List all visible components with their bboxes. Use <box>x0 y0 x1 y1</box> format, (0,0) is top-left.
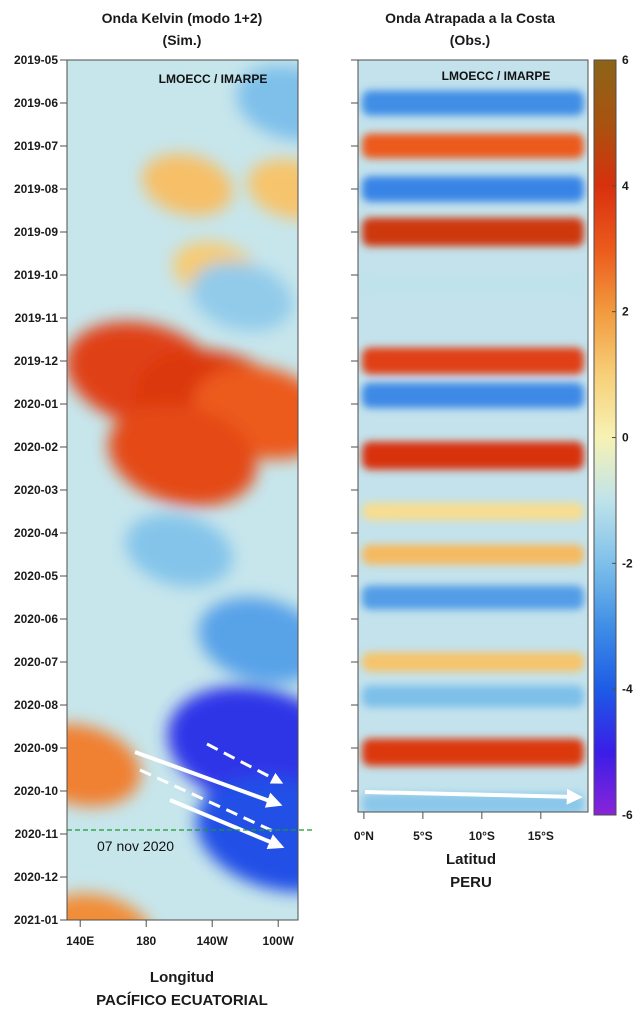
right-x-tick-label: 10°S <box>469 829 495 843</box>
left-heatmap-cell <box>247 159 298 219</box>
left-heatmap-cell <box>198 597 298 684</box>
left-y-tick-label: 2019-11 <box>15 311 59 325</box>
left-y-tick-label: 2020-06 <box>14 612 58 626</box>
right-subtitle: (Obs.) <box>450 32 490 48</box>
right-heatmap-band <box>362 502 584 521</box>
left-y-tick-label: 2020-11 <box>15 827 59 841</box>
colorbar-tick-label: -4 <box>622 682 633 696</box>
left-y-tick-label: 2019-06 <box>14 96 58 110</box>
left-x-tick-label: 100W <box>263 934 295 948</box>
colorbar: 6 4 2 0 -2 -4 -6 <box>593 53 633 822</box>
right-heatmap-band <box>362 90 584 116</box>
right-heatmap-band <box>362 382 584 409</box>
coastal-arrow <box>364 788 583 805</box>
kelvin-arrow-dashed-2 <box>139 768 276 834</box>
left-heatmap-cell <box>196 775 298 893</box>
colorbar-tick-label: 2 <box>622 305 629 319</box>
right-heatmap-band <box>362 176 584 202</box>
right-xlabel: Latitud <box>446 851 496 868</box>
left-y-tick-label: 2020-07 <box>14 655 58 669</box>
right-heatmap-band <box>362 585 584 610</box>
left-y-tick-label: 2019-05 <box>14 53 58 67</box>
right-heatmap-band <box>362 652 584 672</box>
right-heatmap-band <box>362 441 584 470</box>
left-x-tick-label: 140W <box>197 934 229 948</box>
left-title: Onda Kelvin (modo 1+2) <box>102 10 263 26</box>
left-y-tick-label: 2020-02 <box>14 440 58 454</box>
left-y-axis: 2019-05 2019-06 2019-07 2019-08 2019-09 2019-… <box>14 53 67 927</box>
right-x-tick-label: 15°S <box>528 829 554 843</box>
right-heatmap-band <box>362 217 584 247</box>
right-title: Onda Atrapada a la Costa <box>385 10 555 26</box>
right-plot-frame <box>357 59 589 813</box>
kelvin-arrows <box>134 742 285 850</box>
right-heatmap-bands <box>362 90 584 812</box>
date-marker-label: 07 nov 2020 <box>97 838 174 854</box>
left-y-tick-label: 2020-03 <box>14 483 58 497</box>
left-y-tick-label: 2019-12 <box>14 354 58 368</box>
colorbar-tick-label: -2 <box>622 556 633 570</box>
left-heatmap-cell <box>67 723 141 807</box>
right-heatmap-band <box>362 133 584 159</box>
left-heatmap-cell <box>67 893 155 920</box>
right-x-axis: 0°N 5°S 10°S 15°S <box>354 812 554 843</box>
left-y-tick-label: 2019-09 <box>14 225 58 239</box>
left-x-tick-label: 140E <box>66 934 94 948</box>
left-y-tick-label: 2020-01 <box>14 397 58 411</box>
colorbar-tick-label: 0 <box>622 431 629 445</box>
right-panel: Onda Atrapada a la Costa (Obs.) LMOECC /… <box>351 10 589 891</box>
left-xlabel: Longitud <box>150 969 214 986</box>
left-heatmap-cell <box>125 513 233 587</box>
left-y-tick-label: 2019-10 <box>14 268 58 282</box>
left-xsublabel: PACÍFICO ECUATORIAL <box>96 992 268 1009</box>
right-heatmap-band <box>362 793 584 812</box>
left-heatmap-cell <box>190 261 293 332</box>
right-heatmap-band <box>362 347 584 375</box>
left-y-tick-label: 2019-07 <box>14 139 58 153</box>
right-heatmap-band <box>362 738 584 766</box>
kelvin-arrow-solid-2 <box>169 798 285 850</box>
right-heatmap-band <box>362 685 584 708</box>
right-y-axis <box>351 59 358 792</box>
right-x-tick-label: 5°S <box>413 829 432 843</box>
left-y-tick-label: 2020-04 <box>14 526 58 540</box>
colorbar-tick-label: 4 <box>622 179 629 193</box>
left-y-tick-label: 2021-01 <box>14 913 58 927</box>
left-y-tick-label: 2020-12 <box>14 870 58 884</box>
left-heatmap-cell <box>142 153 233 216</box>
right-xsublabel: PERU <box>450 874 492 891</box>
left-x-tick-label: 180 <box>136 934 156 948</box>
colorbar-tick-label: 6 <box>622 53 629 67</box>
left-heatmap-cell <box>236 65 298 141</box>
left-y-tick-label: 2020-05 <box>14 569 58 583</box>
kelvin-arrow-solid-1 <box>134 750 283 808</box>
colorbar-ticks: 6 4 2 0 -2 -4 -6 <box>612 53 633 822</box>
right-x-tick-label: 0°N <box>354 829 374 843</box>
left-panel: Onda Kelvin (modo 1+2) (Sim.) LMOECC / I… <box>14 10 315 1009</box>
left-y-tick-label: 2019-08 <box>14 182 58 196</box>
right-heatmap-band <box>362 274 584 294</box>
left-y-tick-label: 2020-10 <box>14 784 58 798</box>
left-y-tick-label: 2020-09 <box>14 741 58 755</box>
right-watermark: LMOECC / IMARPE <box>442 69 551 83</box>
kelvin-arrow-dashed-1 <box>206 742 284 784</box>
left-subtitle: (Sim.) <box>163 32 202 48</box>
left-heatmap-cell <box>108 405 257 507</box>
colorbar-tick-label: -6 <box>622 808 633 822</box>
left-y-tick-label: 2020-08 <box>14 698 58 712</box>
right-heatmap-band <box>362 544 584 565</box>
left-x-axis: 140E 180 140W 100W <box>66 920 295 948</box>
left-watermark: LMOECC / IMARPE <box>159 72 268 86</box>
